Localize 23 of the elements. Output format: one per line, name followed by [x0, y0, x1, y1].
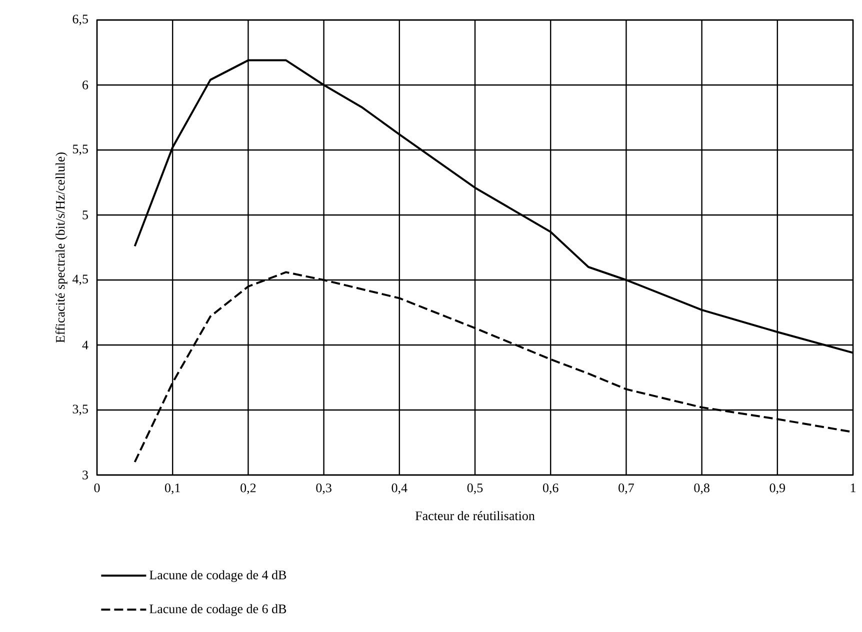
x-tick-label: 0,8 — [694, 484, 710, 494]
legend-label: Lacune de codage de 4 dB — [150, 570, 286, 582]
y-tick-label: 4 — [82, 340, 88, 350]
y-tick-label: 5 — [82, 210, 88, 220]
x-tick-label: 0,1 — [164, 484, 180, 494]
y-axis-title: Efficacité spectrale (bit/s/Hz/cellule) — [55, 152, 68, 343]
x-tick-label: 0,4 — [392, 484, 408, 494]
x-axis-title: Facteur de réutilisation — [415, 511, 535, 520]
x-tick-label: 0,3 — [316, 484, 332, 494]
x-tick-label: 0,9 — [770, 484, 786, 494]
x-tick-label: 0,6 — [542, 484, 558, 494]
y-tick-label: 6,5 — [72, 14, 88, 26]
x-tick-label: 1 — [850, 484, 856, 492]
x-tick-label: 0,5 — [467, 484, 483, 494]
y-tick-label: 5,5 — [72, 144, 88, 156]
legend-label: Lacune de codage de 6 dB — [150, 604, 286, 616]
y-tick-label: 3,5 — [72, 404, 88, 416]
y-tick-label: 3 — [82, 470, 88, 480]
x-tick-label: 0 — [94, 484, 100, 492]
y-tick-label: 6 — [82, 80, 88, 90]
x-tick-label: 0,7 — [618, 484, 634, 494]
y-tick-label: 4,5 — [72, 274, 88, 286]
x-tick-label: 0,2 — [240, 484, 256, 494]
